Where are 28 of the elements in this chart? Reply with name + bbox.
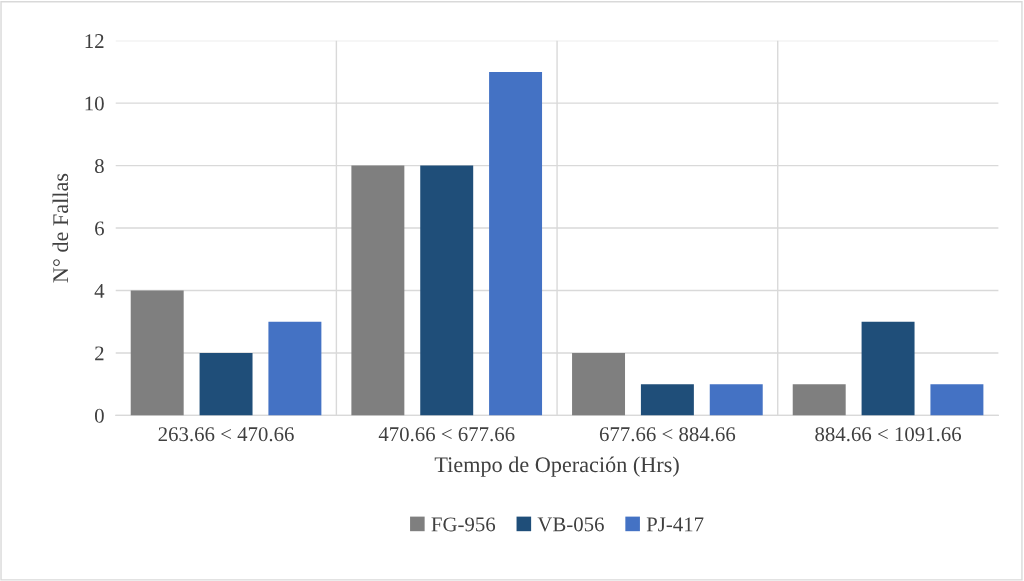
bar — [420, 165, 474, 416]
x-tick-label: 884.66 < 1091.66 — [815, 427, 962, 442]
y-tick-label: 6 — [95, 221, 104, 236]
legend-label: VB-056 — [537, 517, 604, 532]
bar — [861, 321, 915, 416]
y-tick-label: 4 — [94, 284, 105, 298]
y-tick-label: 2 — [95, 346, 104, 361]
x-tick-label: 470.66 < 677.66 — [378, 427, 515, 442]
legend-label: FG-956 — [431, 517, 496, 532]
legend-label: PJ-417 — [646, 517, 704, 532]
x-tick-label: 677.66 < 884.66 — [599, 427, 736, 442]
x-tick-label: 263.66 < 470.66 — [158, 427, 294, 442]
bar — [130, 290, 184, 416]
bar — [489, 71, 543, 416]
bar — [792, 384, 846, 416]
bar — [640, 384, 694, 416]
bar — [268, 321, 322, 416]
y-tick-label: 12 — [85, 34, 104, 48]
bar — [351, 165, 405, 416]
x-axis-title: Tiempo de Operación (Hrs) — [434, 456, 679, 477]
bar — [572, 352, 626, 416]
bar — [709, 384, 763, 416]
bar — [930, 384, 984, 416]
y-tick-label: 8 — [94, 158, 104, 174]
bar — [199, 352, 253, 416]
y-tick-label: 0 — [94, 408, 104, 423]
y-axis-title: N° de Fallas — [52, 173, 69, 283]
y-tick-label: 10 — [85, 96, 104, 111]
